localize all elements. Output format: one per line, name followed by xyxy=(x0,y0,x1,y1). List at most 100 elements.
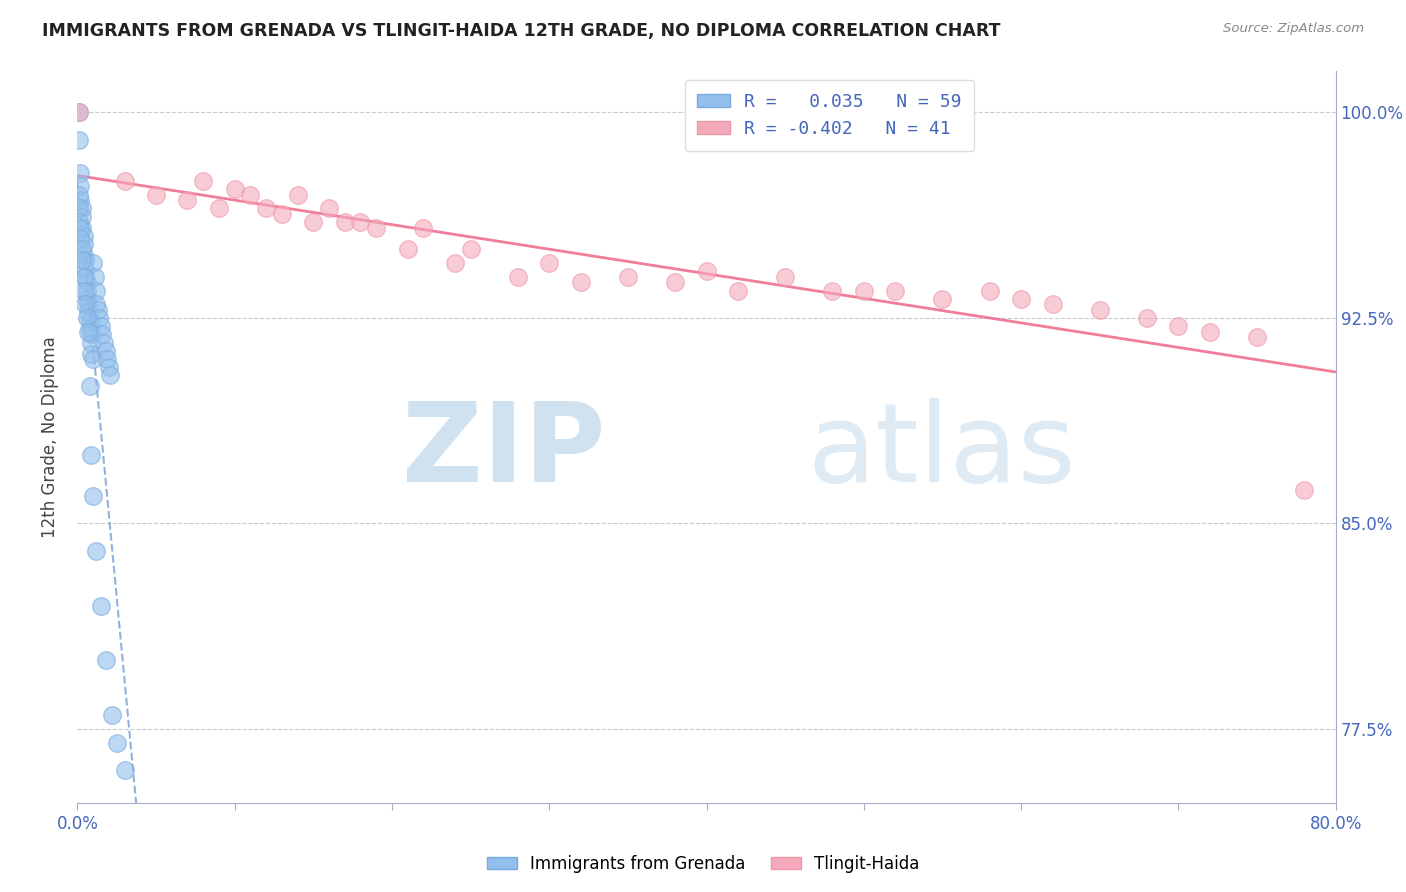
Point xyxy=(979,284,1001,298)
Legend: R =   0.035   N = 59, R = -0.402   N = 41: R = 0.035 N = 59, R = -0.402 N = 41 xyxy=(685,80,974,151)
Point xyxy=(191,174,215,188)
Point xyxy=(80,448,103,462)
Point xyxy=(412,220,434,235)
Point xyxy=(76,275,98,289)
Point xyxy=(69,166,91,180)
Point xyxy=(76,292,98,306)
Point xyxy=(444,256,467,270)
Point xyxy=(79,379,101,393)
Point xyxy=(664,275,686,289)
Point xyxy=(97,360,120,375)
Point xyxy=(94,653,117,667)
Point xyxy=(84,284,107,298)
Point xyxy=(460,243,482,257)
Point xyxy=(72,248,94,262)
Point xyxy=(1246,330,1268,344)
Point xyxy=(1136,310,1159,325)
Point xyxy=(821,284,844,298)
Point xyxy=(145,187,167,202)
Point xyxy=(94,343,117,358)
Point xyxy=(90,319,112,334)
Point xyxy=(75,253,97,268)
Point xyxy=(69,193,91,207)
Point xyxy=(538,256,561,270)
Point xyxy=(208,202,231,216)
Point xyxy=(366,220,388,235)
Point xyxy=(87,302,110,317)
Point xyxy=(84,297,107,311)
Point xyxy=(318,202,340,216)
Point xyxy=(72,236,94,251)
Point xyxy=(67,133,90,147)
Point xyxy=(69,220,91,235)
Text: ZIP: ZIP xyxy=(402,398,606,505)
Point xyxy=(239,187,262,202)
Point xyxy=(80,346,103,360)
Point xyxy=(77,325,100,339)
Point xyxy=(270,207,292,221)
Point xyxy=(82,256,104,270)
Point xyxy=(727,284,749,298)
Point xyxy=(67,215,90,229)
Point xyxy=(105,735,128,749)
Point xyxy=(79,322,101,336)
Point xyxy=(76,284,98,298)
Point xyxy=(70,253,93,268)
Text: atlas: atlas xyxy=(807,398,1076,505)
Point xyxy=(1010,292,1032,306)
Point xyxy=(396,243,419,257)
Point xyxy=(254,202,277,216)
Text: Source: ZipAtlas.com: Source: ZipAtlas.com xyxy=(1223,22,1364,36)
Point xyxy=(67,105,90,120)
Point xyxy=(931,292,953,306)
Point xyxy=(852,284,875,298)
Point xyxy=(696,264,718,278)
Point xyxy=(93,335,115,350)
Point xyxy=(333,215,356,229)
Point xyxy=(75,261,97,276)
Point xyxy=(302,215,325,229)
Point xyxy=(101,708,124,723)
Point xyxy=(67,105,90,120)
Point xyxy=(69,231,91,245)
Point xyxy=(75,269,97,284)
Point xyxy=(70,243,93,257)
Point xyxy=(70,202,93,216)
Point xyxy=(176,193,198,207)
Point xyxy=(70,210,93,224)
Point xyxy=(224,182,246,196)
Legend: Immigrants from Grenada, Tlingit-Haida: Immigrants from Grenada, Tlingit-Haida xyxy=(479,848,927,880)
Point xyxy=(1088,302,1111,317)
Point xyxy=(96,351,118,366)
Point xyxy=(77,297,100,311)
Point xyxy=(89,310,111,325)
Point xyxy=(569,275,592,289)
Point xyxy=(82,489,104,503)
Point xyxy=(1294,483,1316,498)
Point xyxy=(1199,325,1222,339)
Point xyxy=(617,269,640,284)
Point xyxy=(349,215,371,229)
Point xyxy=(1167,319,1189,334)
Text: IMMIGRANTS FROM GRENADA VS TLINGIT-HAIDA 12TH GRADE, NO DIPLOMA CORRELATION CHAR: IMMIGRANTS FROM GRENADA VS TLINGIT-HAIDA… xyxy=(42,22,1001,40)
Point xyxy=(91,327,114,342)
Point xyxy=(84,543,107,558)
Point xyxy=(83,269,105,284)
Y-axis label: 12th Grade, No Diploma: 12th Grade, No Diploma xyxy=(41,336,59,538)
Point xyxy=(773,269,796,284)
Point xyxy=(75,297,97,311)
Point xyxy=(287,187,309,202)
Point xyxy=(67,187,90,202)
Point xyxy=(76,310,98,325)
Point xyxy=(80,335,103,350)
Point xyxy=(69,179,91,194)
Point xyxy=(77,305,100,319)
Point xyxy=(79,313,101,327)
Point xyxy=(70,220,93,235)
Point xyxy=(67,202,90,216)
Point xyxy=(114,763,136,777)
Point xyxy=(80,327,103,342)
Point xyxy=(72,228,94,243)
Point xyxy=(114,174,136,188)
Point xyxy=(82,351,104,366)
